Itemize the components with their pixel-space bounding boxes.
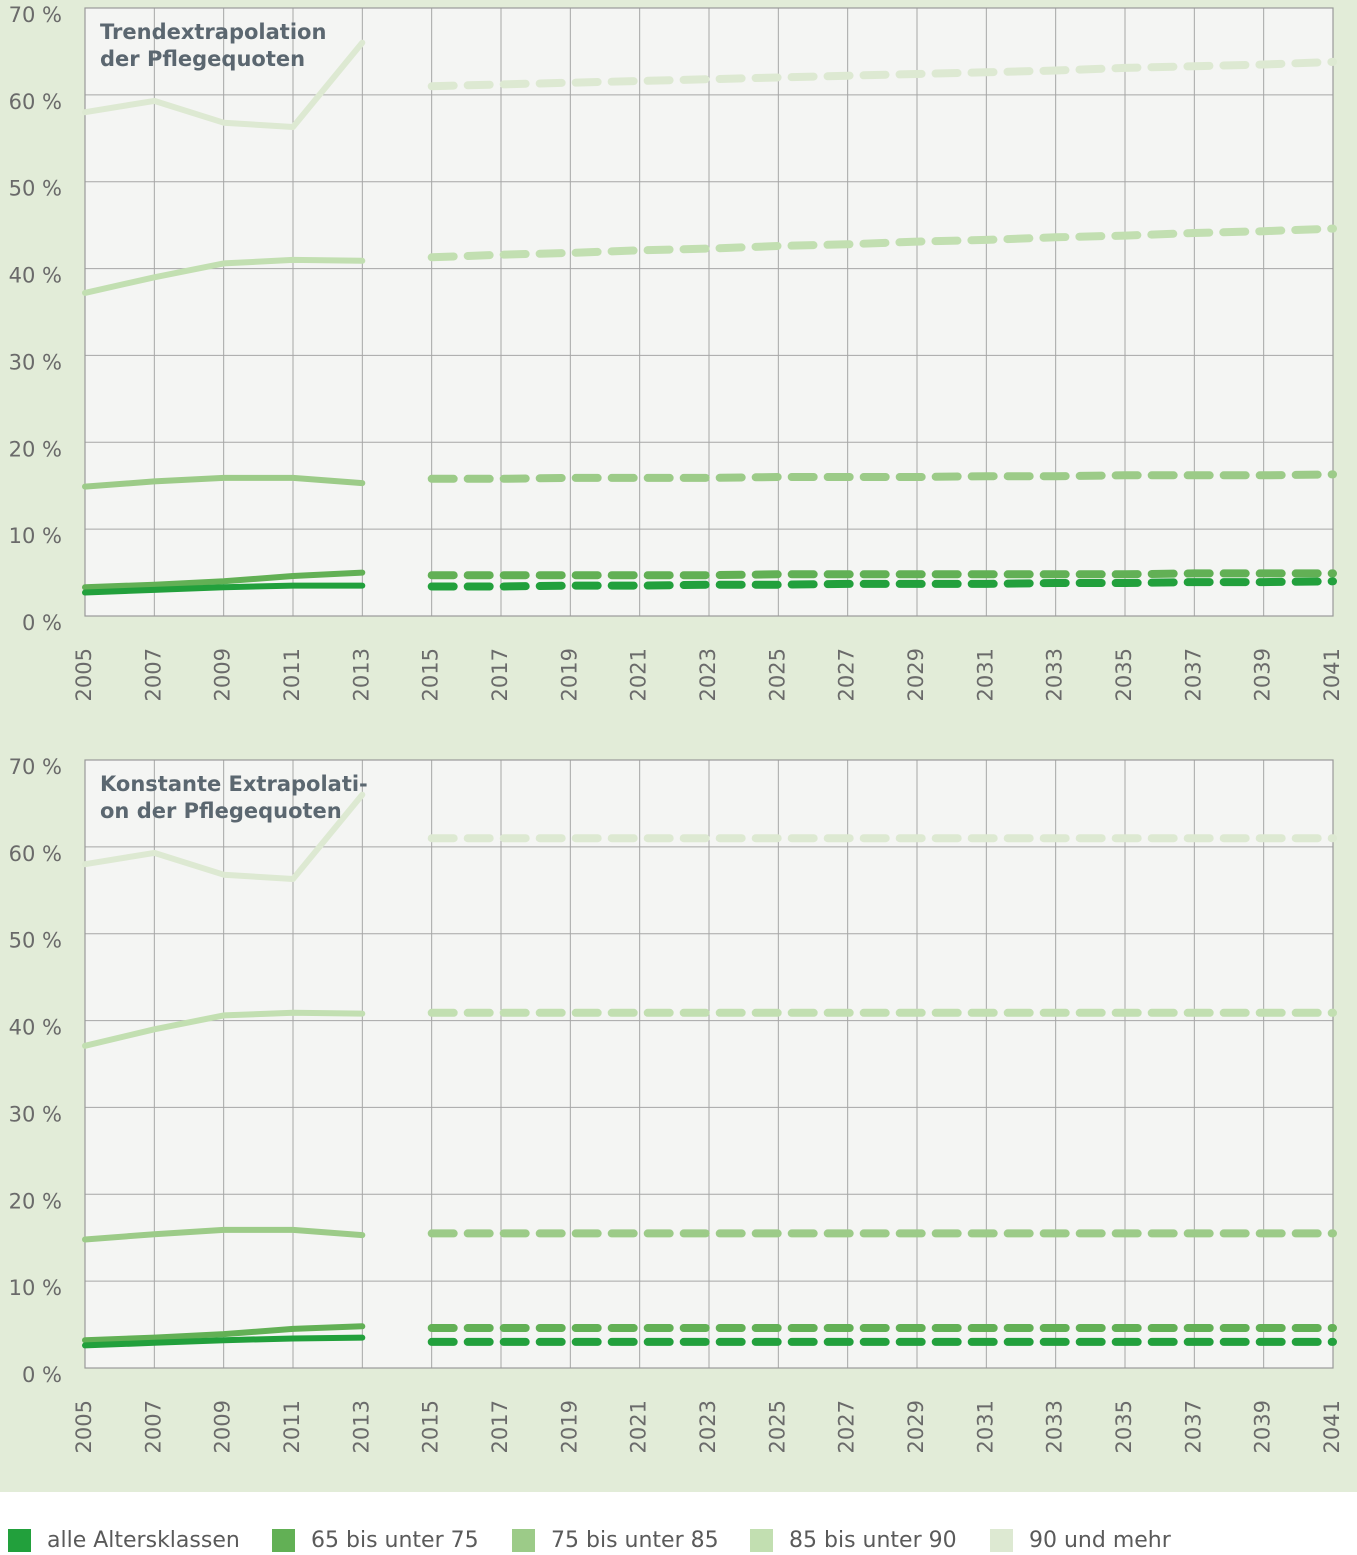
history-line bbox=[82, 474, 366, 490]
x-tick-label: 2021 bbox=[627, 1400, 651, 1453]
x-tick-label: 2033 bbox=[1043, 648, 1067, 701]
x-tick-label: 2041 bbox=[1320, 1400, 1344, 1453]
x-tick-label: 2017 bbox=[488, 1400, 512, 1453]
x-tick-label: 2009 bbox=[211, 1400, 235, 1453]
x-tick-label: 2021 bbox=[627, 648, 651, 701]
x-tick-label: 2037 bbox=[1181, 648, 1205, 701]
legend-label: alle Altersklassen bbox=[47, 1528, 240, 1553]
legend-label: 75 bis unter 85 bbox=[551, 1528, 719, 1553]
projection-line bbox=[427, 57, 1337, 91]
y-tick-label: 10 % bbox=[9, 524, 62, 548]
history-line bbox=[82, 582, 366, 596]
x-tick-label: 2007 bbox=[141, 648, 165, 701]
x-tick-label: 2007 bbox=[141, 1400, 165, 1453]
chart-title: Konstante Extrapolati- bbox=[100, 772, 368, 796]
history-line bbox=[82, 256, 366, 296]
projection-line bbox=[427, 224, 1337, 262]
x-tick-label: 2015 bbox=[419, 648, 443, 701]
legend-label: 90 und mehr bbox=[1029, 1528, 1172, 1553]
chart-title: der Pflegequoten bbox=[100, 47, 305, 71]
y-tick-label: 50 % bbox=[9, 177, 62, 201]
y-tick-label: 20 % bbox=[9, 1189, 62, 1213]
x-tick-label: 2031 bbox=[973, 1400, 997, 1453]
x-tick-label: 2023 bbox=[696, 1400, 720, 1453]
x-tick-label: 2029 bbox=[904, 1400, 928, 1453]
x-tick-label: 2019 bbox=[557, 648, 581, 701]
y-tick-label: 0 % bbox=[22, 1363, 62, 1387]
y-tick-label: 70 % bbox=[9, 755, 62, 779]
x-tick-label: 2025 bbox=[765, 1400, 789, 1453]
x-tick-label: 2015 bbox=[419, 1400, 443, 1453]
projection-line bbox=[427, 569, 1337, 580]
x-tick-label: 2031 bbox=[973, 648, 997, 701]
legend-swatch bbox=[750, 1529, 773, 1552]
x-tick-label: 2011 bbox=[280, 648, 304, 701]
x-tick-label: 2023 bbox=[696, 648, 720, 701]
y-tick-label: 20 % bbox=[9, 437, 62, 461]
legend-label: 85 bis unter 90 bbox=[789, 1528, 957, 1553]
x-tick-label: 2027 bbox=[835, 1400, 859, 1453]
chart-title: on der Pflegequoten bbox=[100, 799, 342, 823]
x-tick-label: 2005 bbox=[72, 648, 96, 701]
x-tick-label: 2013 bbox=[349, 1400, 373, 1453]
history-line bbox=[82, 1323, 366, 1344]
y-tick-label: 0 % bbox=[22, 611, 62, 635]
x-tick-label: 2039 bbox=[1251, 648, 1275, 701]
history-line bbox=[82, 1334, 366, 1349]
x-tick-label: 2037 bbox=[1181, 1400, 1205, 1453]
history-line bbox=[82, 791, 366, 882]
y-tick-label: 60 % bbox=[9, 842, 62, 866]
legend-swatch bbox=[272, 1529, 295, 1552]
y-tick-label: 10 % bbox=[9, 1276, 62, 1300]
projection-line bbox=[427, 577, 1337, 591]
plot-border bbox=[84, 759, 1334, 1369]
legend-swatch bbox=[512, 1529, 535, 1552]
x-tick-label: 2009 bbox=[211, 648, 235, 701]
x-tick-label: 2025 bbox=[765, 648, 789, 701]
projection-line bbox=[427, 470, 1337, 483]
y-tick-label: 30 % bbox=[9, 1102, 62, 1126]
x-tick-label: 2011 bbox=[280, 1400, 304, 1453]
y-tick-label: 40 % bbox=[9, 1016, 62, 1040]
x-tick-label: 2035 bbox=[1112, 648, 1136, 701]
x-tick-label: 2035 bbox=[1112, 1400, 1136, 1453]
x-tick-label: 2033 bbox=[1043, 1400, 1067, 1453]
y-tick-label: 40 % bbox=[9, 264, 62, 288]
x-tick-label: 2019 bbox=[557, 1400, 581, 1453]
y-tick-label: 50 % bbox=[9, 929, 62, 953]
x-tick-label: 2013 bbox=[349, 648, 373, 701]
legend-swatch bbox=[8, 1529, 31, 1552]
history-line bbox=[82, 1009, 366, 1049]
x-tick-label: 2029 bbox=[904, 648, 928, 701]
x-tick-label: 2005 bbox=[72, 1400, 96, 1453]
history-line bbox=[82, 1226, 366, 1243]
history-line bbox=[82, 569, 366, 591]
y-tick-label: 60 % bbox=[9, 90, 62, 114]
y-tick-label: 30 % bbox=[9, 350, 62, 374]
x-tick-label: 2017 bbox=[488, 648, 512, 701]
x-tick-label: 2039 bbox=[1251, 1400, 1275, 1453]
history-line bbox=[82, 39, 366, 130]
legend-swatch bbox=[990, 1529, 1013, 1552]
x-tick-label: 2041 bbox=[1320, 648, 1344, 701]
x-tick-label: 2027 bbox=[835, 648, 859, 701]
legend-label: 65 bis unter 75 bbox=[311, 1528, 479, 1553]
chart-title: Trendextrapolation bbox=[100, 20, 326, 44]
y-tick-label: 70 % bbox=[9, 3, 62, 27]
plot-border bbox=[84, 7, 1334, 617]
